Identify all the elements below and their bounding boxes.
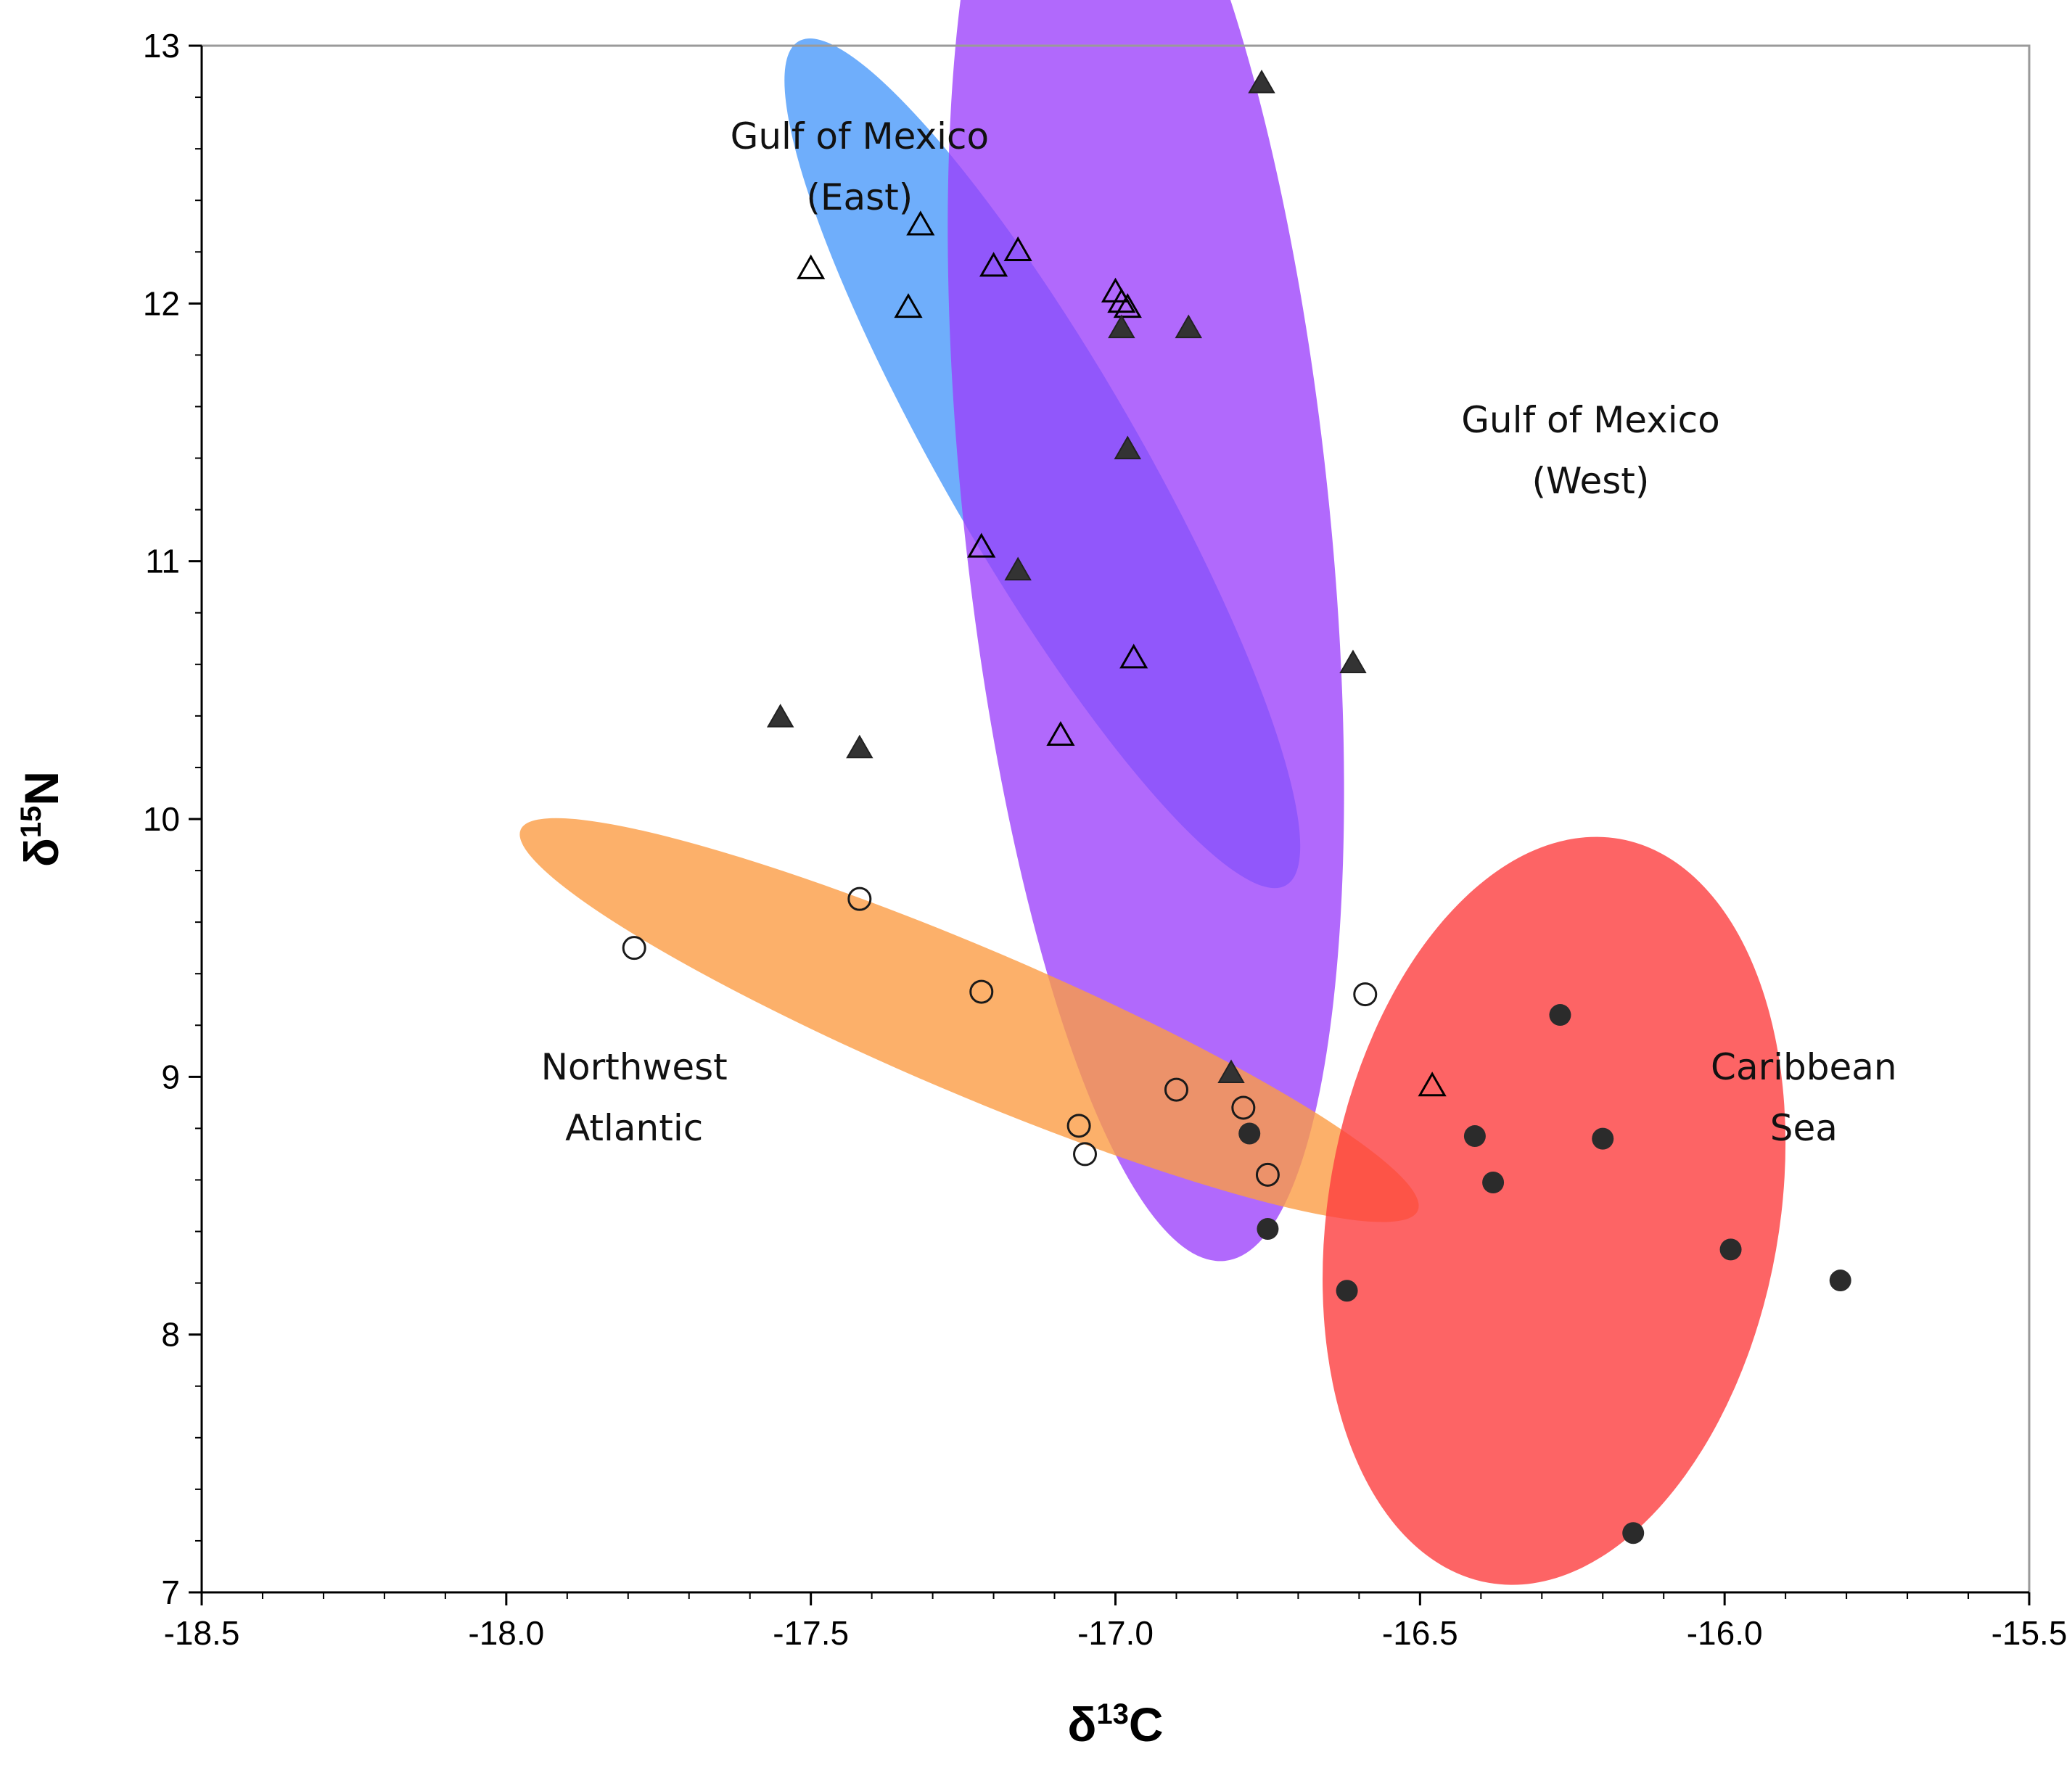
ticks: -18.5 -18.0 -17.5 -17.0 -16.5 -16.0 -15.5 7 8 9 10… [143, 27, 2068, 1652]
filled-circle-point [1336, 1280, 1358, 1302]
x-tick-label: -18.0 [468, 1614, 544, 1652]
open-triangle-point [979, 252, 1008, 277]
filled-triangle-point [846, 734, 873, 759]
filled-triangle-point [1339, 649, 1367, 674]
filled-circle-point [1482, 1172, 1505, 1194]
x-tick-label: -16.0 [1687, 1614, 1763, 1652]
region-label-line: Caribbean [1711, 1046, 1897, 1088]
ellipse-1 [947, 0, 1344, 1262]
open-triangle-point [1113, 293, 1142, 318]
y-tick-label: 12 [143, 284, 180, 322]
open-circle-point [1231, 1095, 1256, 1120]
region-label-line: Sea [1770, 1107, 1838, 1149]
filled-triangle-point [1217, 1059, 1245, 1084]
filled-triangle-point [1248, 69, 1275, 94]
open-circle-point [1164, 1077, 1188, 1102]
x-tick-label: -17.0 [1077, 1614, 1154, 1652]
x-tick-label: -17.5 [773, 1614, 849, 1652]
region-label-line: Gulf of Mexico [731, 115, 990, 157]
x-axis-title-element: C [1129, 1698, 1164, 1751]
filled-circle-point [1463, 1125, 1486, 1148]
open-triangle-point [967, 532, 996, 558]
filled-triangle-point [766, 704, 794, 728]
filled-circle-point [1549, 1004, 1571, 1027]
open-triangle-point [1003, 236, 1032, 262]
x-axis-title-symbol: δ [1067, 1698, 1096, 1751]
region-label: Caribbean Sea [1711, 1046, 1897, 1149]
x-axis-title-superscript: 13 [1096, 1698, 1129, 1730]
y-axis-title: δ15N [15, 771, 68, 867]
y-tick-label: 13 [143, 27, 180, 65]
filled-circle-point [1829, 1270, 1851, 1292]
x-axis-title: δ13C [1067, 1698, 1163, 1751]
filled-triangle-point [1108, 314, 1135, 339]
region-label: Gulf of Mexico (West) [1461, 399, 1720, 502]
open-triangle-point [1418, 1071, 1447, 1097]
y-tick-label: 8 [161, 1316, 180, 1354]
y-tick-label: 10 [143, 800, 180, 838]
open-triangle-point [906, 210, 935, 236]
data-points [622, 69, 1851, 1544]
x-tick-label: -15.5 [1991, 1614, 2068, 1652]
open-circle-point [1353, 982, 1378, 1007]
y-tick-label: 11 [145, 543, 180, 580]
y-tick-label: 7 [161, 1574, 180, 1611]
region-label-line: (East) [806, 176, 913, 218]
x-tick-label: -18.5 [164, 1614, 240, 1652]
open-circle-point [622, 936, 646, 960]
filled-circle-point [1719, 1238, 1742, 1261]
open-circle-point [847, 886, 872, 911]
y-axis-title-element: N [15, 771, 68, 806]
open-circle-point [1255, 1162, 1280, 1187]
region-label: Gulf of Mexico (East) [731, 115, 990, 218]
region-label-line: Northwest [541, 1046, 728, 1088]
x-tick-label: -16.5 [1382, 1614, 1458, 1652]
open-triangle-point [1107, 287, 1136, 313]
region-labels: Gulf of Mexico (East) Gulf of Mexico (West)… [541, 115, 1897, 1149]
ellipse-2 [519, 818, 1419, 1222]
filled-triangle-point [1114, 435, 1142, 460]
filled-circle-point [1238, 1122, 1261, 1145]
filled-triangle-point [1175, 314, 1202, 339]
open-circle-point [1073, 1142, 1098, 1167]
region-label: Northwest Atlantic [541, 1046, 728, 1149]
open-triangle-point [797, 254, 826, 279]
y-axis-title-symbol: δ [15, 838, 68, 867]
open-circle-point [969, 979, 994, 1004]
region-label-line: Atlantic [565, 1107, 703, 1149]
open-triangle-point [1046, 720, 1075, 746]
region-label-line: (West) [1532, 460, 1649, 502]
y-axis-title-superscript: 15 [15, 806, 47, 839]
filled-circle-point [1622, 1522, 1645, 1544]
filled-triangle-point [1004, 556, 1032, 581]
open-triangle-point [894, 293, 923, 318]
open-triangle-point [1119, 643, 1148, 669]
filled-circle-point [1257, 1217, 1279, 1240]
ellipse-3 [1323, 836, 1786, 1585]
y-tick-label: 9 [161, 1058, 180, 1095]
filled-circle-point [1592, 1127, 1614, 1150]
region-label-line: Gulf of Mexico [1461, 399, 1720, 441]
ellipse-layer [519, 0, 1786, 1585]
open-circle-point [1066, 1114, 1091, 1138]
